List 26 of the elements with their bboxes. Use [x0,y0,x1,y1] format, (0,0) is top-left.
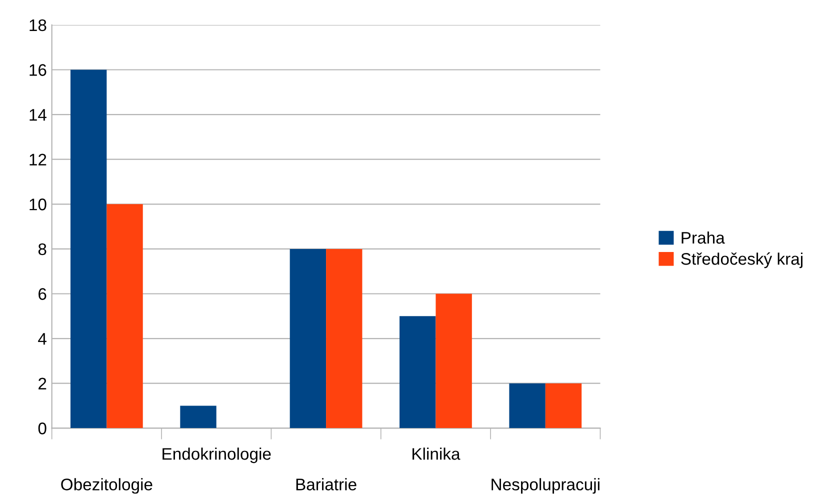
bar [70,70,107,428]
legend-label: Praha [682,231,725,244]
bar [509,383,546,428]
x-tick-label: Bariatrie [296,478,356,490]
x-tick-label: Nespolupracuji [492,478,600,494]
bar [545,383,582,428]
bar [326,248,362,428]
y-tick-label: 18 [30,19,46,32]
y-tick-label: 14 [30,109,46,121]
bar [290,248,326,428]
bar [400,316,436,428]
y-tick-label: 6 [38,288,46,300]
y-tick-label: 0 [38,422,46,434]
x-tick-label: Klinika [412,448,460,460]
y-tick-label: 2 [38,378,46,390]
y-tick-label: 12 [30,154,46,166]
x-tick-label: Obezitologie [61,478,152,494]
y-tick-label: 8 [38,243,46,256]
x-tick-label: Endokrinologie [162,448,271,464]
y-tick-label: 16 [30,64,46,76]
legend-label: Středočeský kraj [681,252,802,268]
y-tick-label: 10 [30,198,46,210]
y-tick-label: 4 [38,333,46,345]
bar [436,294,472,428]
bar [106,204,143,428]
bar [180,406,216,428]
